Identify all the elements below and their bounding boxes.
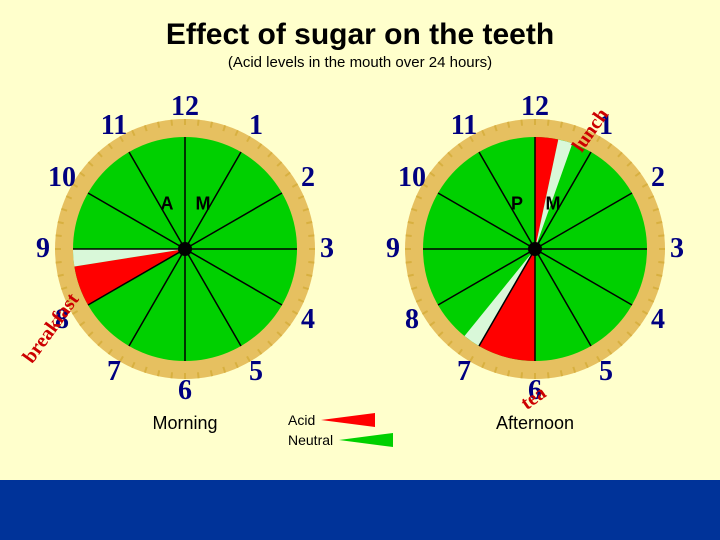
hour-label: 10 — [48, 162, 76, 194]
legend-acid: Acid — [288, 412, 393, 428]
clocks-row: 121234567891011AMbreakfast Morning 12123… — [0, 89, 720, 434]
hour-label: 5 — [599, 356, 613, 388]
meridiem-right: M — [196, 194, 211, 215]
hour-label: 3 — [320, 233, 334, 265]
meridiem-left: P — [511, 194, 523, 215]
hour-label: 6 — [178, 375, 192, 407]
hour-label: 9 — [386, 233, 400, 265]
meridiem-left: A — [161, 194, 174, 215]
legend-neutral: Neutral — [288, 432, 393, 448]
hour-label: 11 — [101, 110, 127, 142]
period-label-afternoon: Afternoon — [375, 413, 695, 434]
hour-label: 4 — [651, 304, 665, 336]
clock-morning: 121234567891011AMbreakfast — [25, 89, 345, 409]
page-subtitle: (Acid levels in the mouth over 24 hours) — [0, 54, 720, 71]
legend-acid-swatch — [321, 413, 375, 427]
clock-afternoon: 121234567891011PMlunchtea — [375, 89, 695, 409]
hour-label: 10 — [398, 162, 426, 194]
hour-label: 9 — [36, 233, 50, 265]
legend-neutral-label: Neutral — [288, 432, 333, 448]
bottom-bar — [0, 480, 720, 540]
meridiem-right: M — [546, 194, 561, 215]
legend-neutral-swatch — [339, 433, 393, 447]
hour-label: 1 — [249, 110, 263, 142]
hour-label: 3 — [670, 233, 684, 265]
hour-label: 5 — [249, 356, 263, 388]
hour-label: 12 — [521, 91, 549, 123]
hour-label: 7 — [107, 356, 121, 388]
hour-label: 11 — [451, 110, 477, 142]
hour-label: 2 — [301, 162, 315, 194]
hour-label: 7 — [457, 356, 471, 388]
hour-label: 2 — [651, 162, 665, 194]
legend: Acid Neutral — [288, 412, 393, 452]
page-title: Effect of sugar on the teeth — [0, 0, 720, 52]
hour-label: 12 — [171, 91, 199, 123]
hour-label: 4 — [301, 304, 315, 336]
legend-acid-label: Acid — [288, 412, 315, 428]
hour-label: 8 — [405, 304, 419, 336]
